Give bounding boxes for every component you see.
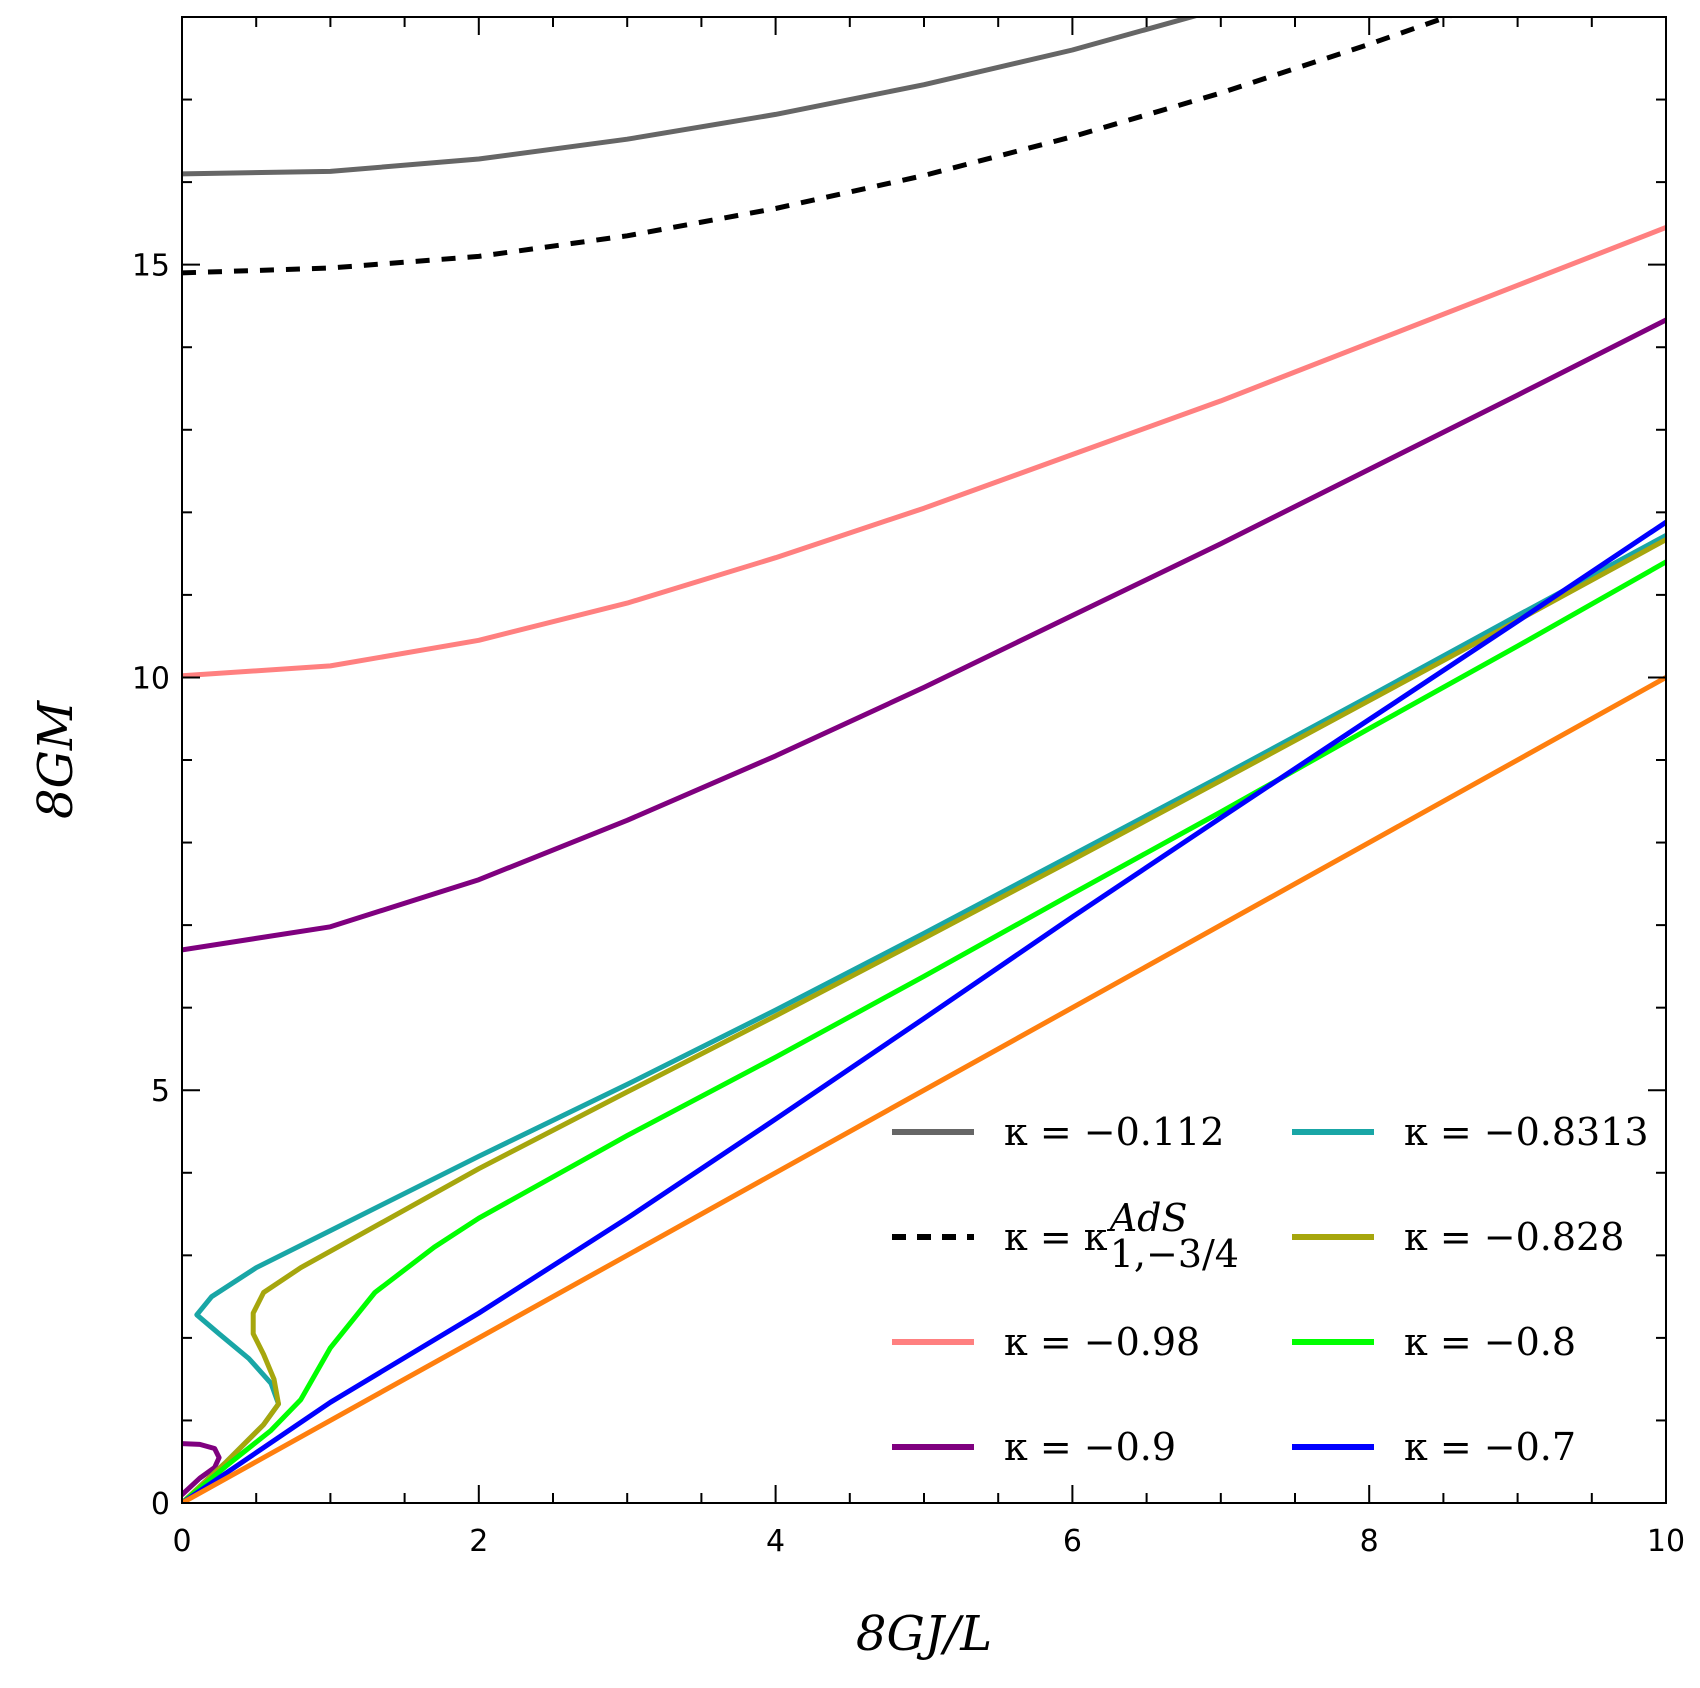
x-tick-label: 10	[1647, 1524, 1685, 1559]
series-line-1	[182, 17, 1455, 276]
series-layer	[182, 17, 1666, 1503]
x-tick-label: 0	[172, 1524, 191, 1559]
legend-label-7: κ = −0.7	[1404, 1425, 1576, 1469]
series-line-4	[182, 1441, 222, 1498]
y-tick-label: 5	[151, 1074, 170, 1109]
x-tick-label: 8	[1360, 1524, 1379, 1559]
legend-label-sup-1: AdS	[1107, 1196, 1188, 1240]
series-line-9	[182, 674, 1666, 1503]
legend-label-4: κ = −0.8313	[1404, 1110, 1649, 1154]
series-line-0	[182, 17, 1201, 177]
series-line-8	[182, 519, 1666, 1503]
legend-label-sub-1: 1,−3/4	[1110, 1232, 1239, 1276]
series-line-2	[182, 225, 1666, 679]
legend-label-5: κ = −0.828	[1404, 1215, 1624, 1259]
legend-label-2: κ = −0.98	[1004, 1320, 1200, 1364]
y-tick-label: 15	[132, 249, 170, 284]
y-axis-label: 8GM	[28, 699, 84, 819]
legend-label-3: κ = −0.9	[1004, 1425, 1176, 1469]
y-tick-label: 10	[132, 661, 170, 696]
legend-label-1: κ = κ	[1004, 1215, 1108, 1259]
y-tick-label: 0	[151, 1487, 170, 1522]
x-axis-label: 8GJ/L	[856, 1606, 992, 1662]
x-tick-label: 6	[1063, 1524, 1082, 1559]
legend-label-0: κ = −0.112	[1004, 1110, 1224, 1154]
series-line-6	[182, 537, 1666, 1503]
x-tick-label: 2	[469, 1524, 488, 1559]
series-line-3	[182, 317, 1666, 953]
ticks-layer: 0 2 4 6 8 10 0 5 10 15	[132, 16, 1685, 1559]
legend-label-6: κ = −0.8	[1404, 1320, 1576, 1364]
x-tick-label: 4	[766, 1524, 785, 1559]
